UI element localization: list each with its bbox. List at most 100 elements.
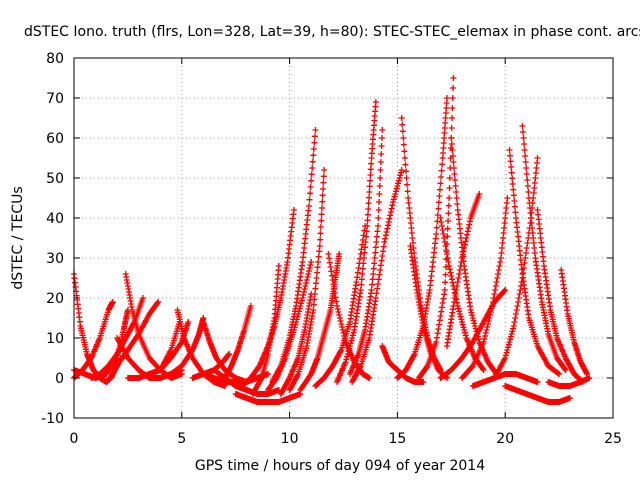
data-point <box>317 224 324 230</box>
data-point <box>446 175 453 181</box>
data-point <box>357 364 364 371</box>
data-point <box>364 223 371 229</box>
data-point <box>445 218 452 224</box>
data-point <box>325 251 332 257</box>
data-point <box>441 239 448 245</box>
data-point <box>366 375 373 381</box>
data-point <box>312 127 319 133</box>
data-point <box>377 167 384 173</box>
data-point <box>523 165 530 171</box>
data-point <box>452 183 459 189</box>
data-point <box>433 224 440 231</box>
data-point <box>437 215 444 221</box>
series-arc-39 <box>459 195 511 381</box>
data-point <box>436 186 443 193</box>
data-point <box>492 287 499 293</box>
data-point <box>455 305 462 312</box>
data-point <box>354 269 361 276</box>
data-point <box>315 259 322 265</box>
data-point <box>475 336 482 343</box>
data-point <box>389 202 396 209</box>
data-point <box>370 265 377 272</box>
data-point <box>355 265 362 271</box>
data-point <box>257 376 264 383</box>
data-point <box>450 159 457 165</box>
data-point <box>397 172 404 179</box>
data-point <box>515 295 522 301</box>
data-point <box>360 260 367 267</box>
data-point <box>462 238 469 245</box>
data-point <box>438 304 445 311</box>
data-point <box>313 280 320 287</box>
y-tick-label: 60 <box>46 131 64 147</box>
data-point <box>361 249 368 256</box>
data-point <box>466 218 473 225</box>
data-point <box>376 183 383 189</box>
data-point <box>310 301 317 308</box>
data-point <box>464 228 471 235</box>
data-point <box>315 253 322 260</box>
data-point <box>372 295 379 301</box>
series-arc-45 <box>502 383 573 405</box>
data-point <box>435 205 442 212</box>
data-point <box>442 271 449 278</box>
data-point <box>534 155 541 161</box>
series-arc-47 <box>491 155 541 381</box>
data-point <box>320 173 327 180</box>
data-point <box>456 311 463 317</box>
data-point <box>368 287 375 293</box>
data-point <box>371 255 378 261</box>
data-point <box>357 287 364 293</box>
data-point <box>505 344 512 351</box>
data-point <box>503 349 510 356</box>
data-point <box>319 192 326 199</box>
data-point <box>367 166 374 173</box>
data-point <box>520 135 527 141</box>
data-point <box>320 186 327 192</box>
data-point <box>446 185 453 191</box>
data-point <box>386 215 393 222</box>
y-tick-label: 80 <box>46 51 64 67</box>
data-point <box>515 299 522 305</box>
data-point <box>447 269 454 276</box>
data-point <box>470 317 477 324</box>
data-point <box>390 199 397 205</box>
data-point <box>511 319 518 325</box>
data-point <box>489 299 496 305</box>
data-point <box>312 285 319 292</box>
data-point <box>524 177 531 183</box>
data-point <box>379 253 386 259</box>
data-point <box>349 335 356 341</box>
data-point <box>358 246 365 253</box>
data-point <box>471 320 478 327</box>
data-point <box>301 286 308 292</box>
data-point <box>333 298 340 305</box>
data-point <box>457 263 464 269</box>
data-point <box>449 115 456 121</box>
data-point <box>462 332 469 339</box>
data-point <box>482 333 489 339</box>
data-point <box>359 241 366 248</box>
data-point <box>454 283 461 289</box>
data-point <box>443 95 450 101</box>
x-tick-label: 10 <box>281 431 299 447</box>
data-point <box>448 141 455 147</box>
data-point <box>509 181 516 187</box>
data-point <box>390 196 397 203</box>
data-point <box>566 395 573 401</box>
data-point <box>518 283 525 289</box>
x-axis-label: GPS time / hours of day 094 of year 2014 <box>195 458 485 474</box>
data-point <box>527 220 534 226</box>
data-point <box>516 291 523 297</box>
data-point <box>556 371 563 377</box>
data-point <box>359 265 366 272</box>
data-point <box>435 326 442 332</box>
data-point <box>438 223 445 229</box>
data-point <box>435 199 442 206</box>
data-point <box>374 228 381 235</box>
data-point <box>328 268 335 275</box>
data-point <box>308 259 315 265</box>
data-point <box>458 316 465 323</box>
data-point <box>348 337 355 344</box>
